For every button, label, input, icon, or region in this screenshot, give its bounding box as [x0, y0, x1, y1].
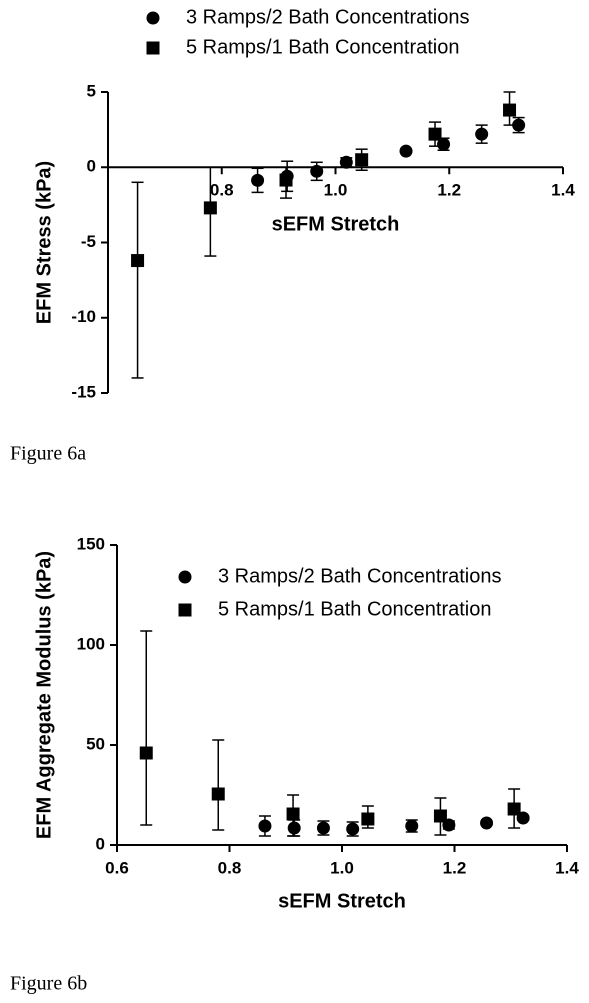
- legend-marker: [178, 603, 192, 617]
- x-tick-label: 0.8: [210, 181, 234, 200]
- y-tick-label: 5: [87, 81, 96, 100]
- point: [251, 173, 265, 187]
- point: [512, 118, 526, 132]
- legend-label: 5 Ramps/1 Bath Concentration: [186, 36, 460, 58]
- point: [203, 201, 217, 215]
- y-tick-label: 0: [96, 834, 105, 853]
- point: [475, 127, 489, 141]
- error-bar: [140, 630, 153, 826]
- point: [258, 819, 272, 833]
- point: [346, 822, 360, 836]
- y-tick-label: 100: [77, 634, 105, 653]
- point: [131, 254, 145, 268]
- y-tick-label: 150: [77, 534, 105, 553]
- point: [399, 144, 413, 158]
- x-tick-label: 1.2: [443, 858, 467, 877]
- x-tick-label: 1.4: [551, 181, 575, 200]
- error-bar: [212, 739, 225, 831]
- legend-label: 3 Ramps/2 Bath Concentrations: [186, 6, 470, 28]
- y-tick-label: -5: [81, 232, 96, 251]
- y-tick-label: -10: [71, 307, 96, 326]
- point: [211, 787, 225, 801]
- y-tick-label: 0: [87, 157, 96, 176]
- error-bar: [131, 181, 144, 379]
- x-tick-label: 1.2: [437, 181, 461, 200]
- x-tick-label: 0.8: [218, 858, 242, 877]
- point: [139, 746, 153, 760]
- point: [405, 819, 419, 833]
- caption: Figure 6b: [10, 973, 87, 995]
- point: [286, 807, 300, 821]
- point: [339, 155, 353, 169]
- point: [316, 821, 330, 835]
- point: [428, 127, 442, 141]
- point: [287, 821, 301, 835]
- legend-marker: [146, 11, 160, 25]
- y-axis-title: EFM Aggregate Modulus (kPa): [33, 551, 55, 839]
- point: [279, 173, 293, 187]
- caption: Figure 6a: [10, 443, 86, 465]
- point: [503, 103, 517, 117]
- point: [355, 153, 369, 167]
- y-axis-title: EFM Stress (kPa): [33, 161, 55, 324]
- point: [437, 137, 451, 151]
- x-tick-label: 1.0: [330, 858, 354, 877]
- point: [433, 809, 447, 823]
- point: [310, 164, 324, 178]
- x-axis-title: sEFM Stretch: [272, 213, 400, 235]
- x-tick-label: 1.0: [324, 181, 348, 200]
- x-tick-label: 0.6: [105, 858, 129, 877]
- x-axis-title: sEFM Stretch: [278, 890, 406, 912]
- legend-marker: [146, 41, 160, 55]
- y-tick-label: 50: [86, 734, 105, 753]
- y-tick-label: -15: [71, 382, 96, 401]
- legend-label: 3 Ramps/2 Bath Concentrations: [218, 565, 502, 587]
- legend-marker: [178, 570, 192, 584]
- point: [480, 816, 494, 830]
- legend-label: 5 Ramps/1 Bath Concentration: [218, 598, 492, 620]
- x-tick-label: 1.4: [555, 858, 579, 877]
- point: [361, 812, 375, 826]
- point: [507, 802, 521, 816]
